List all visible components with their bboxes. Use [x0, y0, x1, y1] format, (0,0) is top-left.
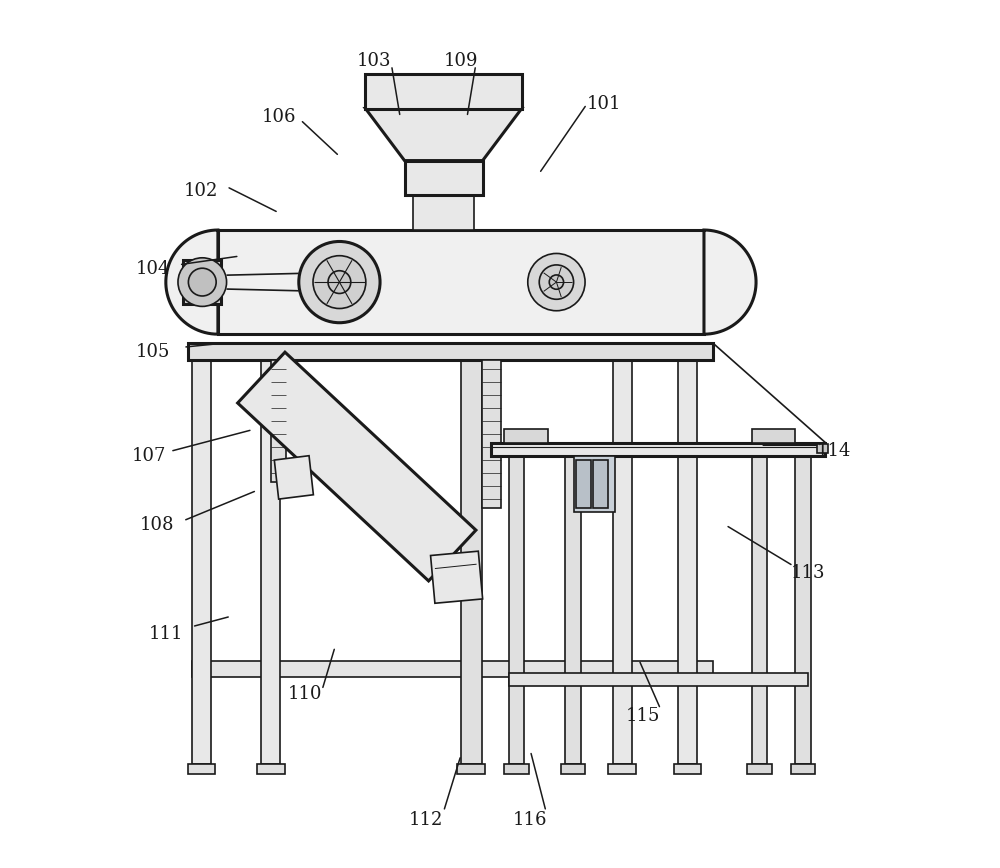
Bar — [613, 360, 632, 764]
Circle shape — [328, 271, 351, 293]
Bar — [504, 764, 529, 774]
Bar — [461, 356, 482, 764]
Bar — [576, 460, 591, 508]
Polygon shape — [431, 551, 483, 603]
Text: 104: 104 — [136, 260, 170, 278]
Bar — [593, 460, 608, 508]
Text: 115: 115 — [626, 707, 660, 725]
Polygon shape — [166, 230, 218, 334]
Text: 106: 106 — [261, 108, 296, 126]
Bar — [747, 764, 772, 774]
Polygon shape — [365, 108, 522, 161]
Bar — [261, 360, 280, 764]
Bar — [188, 343, 713, 360]
Bar — [491, 443, 825, 456]
Bar — [678, 360, 697, 764]
Circle shape — [549, 275, 564, 289]
Bar — [574, 456, 615, 512]
Circle shape — [313, 256, 366, 308]
Circle shape — [178, 258, 227, 306]
Text: 108: 108 — [140, 516, 174, 534]
Polygon shape — [238, 352, 476, 581]
Bar — [608, 764, 636, 774]
Text: 107: 107 — [131, 447, 166, 464]
Text: 113: 113 — [791, 564, 825, 582]
Text: 101: 101 — [587, 95, 621, 113]
Bar — [565, 456, 581, 764]
Circle shape — [528, 253, 585, 311]
Bar — [183, 260, 221, 304]
Bar — [509, 673, 808, 686]
Text: 102: 102 — [183, 182, 218, 200]
Bar — [413, 195, 474, 230]
Text: 112: 112 — [409, 812, 443, 829]
Text: 103: 103 — [357, 52, 391, 69]
Text: 111: 111 — [149, 625, 183, 642]
Bar — [817, 444, 828, 453]
Bar — [192, 661, 713, 677]
Bar — [365, 74, 522, 108]
Text: 105: 105 — [136, 343, 170, 360]
Bar — [405, 161, 483, 195]
Bar — [271, 360, 286, 482]
Bar — [795, 456, 811, 764]
Bar — [482, 360, 501, 508]
Bar — [188, 764, 215, 774]
Text: 110: 110 — [287, 686, 322, 703]
Bar — [457, 764, 485, 774]
Bar — [509, 456, 524, 764]
Bar — [752, 456, 767, 764]
Bar — [791, 764, 815, 774]
Text: 116: 116 — [513, 812, 548, 829]
Text: 109: 109 — [444, 52, 478, 69]
Bar — [192, 360, 211, 764]
Polygon shape — [274, 456, 313, 499]
Polygon shape — [704, 230, 756, 334]
Bar — [561, 764, 585, 774]
Text: 114: 114 — [817, 443, 851, 460]
Bar — [218, 230, 704, 334]
Circle shape — [188, 268, 216, 296]
Bar — [752, 429, 795, 443]
Bar — [504, 429, 548, 443]
Circle shape — [299, 241, 380, 323]
Bar — [257, 764, 285, 774]
Bar — [674, 764, 701, 774]
Circle shape — [539, 265, 574, 299]
